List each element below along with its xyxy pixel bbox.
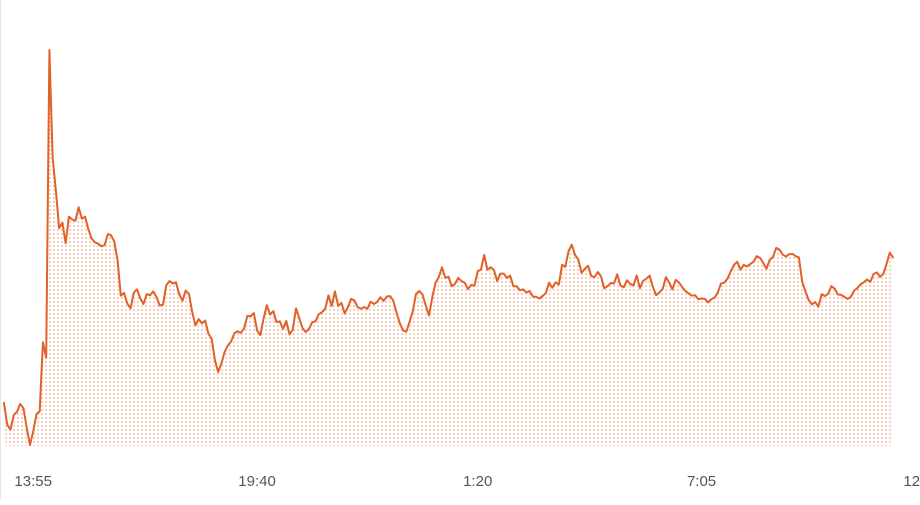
x-tick-label: 7:05 [687,473,716,490]
left-border [0,0,1,500]
x-axis-ticks: 13:55 19:40 1:20 7:05 12:45 [14,473,920,490]
x-tick-label: 1:20 [463,473,492,490]
line-layer [3,49,894,446]
x-tick-label: 19:40 [238,473,276,490]
series-line [3,49,894,446]
series-area-fill [4,50,893,446]
x-tick-label: 12:45 [903,473,920,490]
x-tick-label: 13:55 [14,473,52,490]
area-layer [4,50,893,446]
